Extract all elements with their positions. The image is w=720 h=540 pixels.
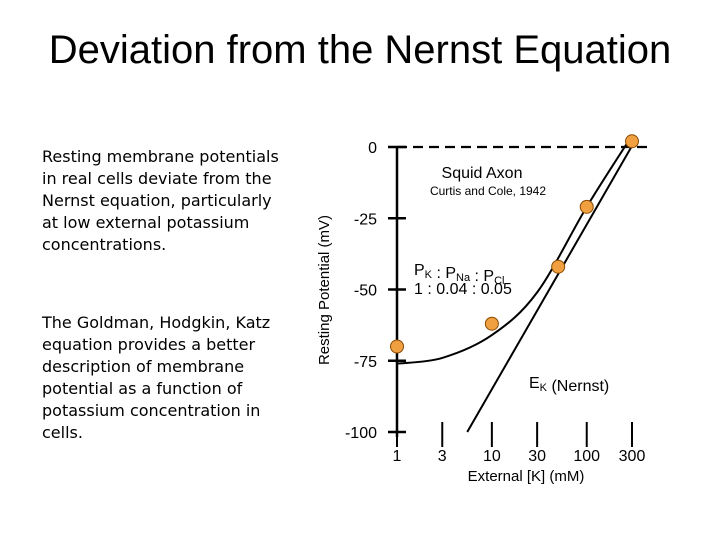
y-tick-label: -100 — [345, 425, 377, 442]
paragraph-deviation: Resting membrane potentials in real cell… — [42, 147, 279, 254]
data-point — [484, 316, 499, 331]
data-point — [551, 259, 566, 274]
nernst-line-label: EK (Nernst) — [529, 375, 609, 395]
data-point — [390, 339, 404, 354]
data-point — [579, 199, 594, 214]
data-points — [390, 134, 639, 354]
x-tick-label: 10 — [483, 448, 501, 465]
permeability-ratio-label: PK : PNa : PCl — [414, 262, 505, 287]
y-tick-label: -25 — [354, 211, 377, 228]
x-tick-label: 300 — [619, 448, 646, 465]
slide-title: Deviation from the Nernst Equation — [48, 28, 672, 72]
nernst-line — [466, 140, 636, 433]
chart-labels: 0 -25 -50 -75 -100 1 3 10 30 100 300 External [K] (… — [316, 140, 645, 485]
x-axis-label: External [K] (mM) — [468, 468, 585, 485]
x-tick-label: 30 — [528, 448, 546, 465]
y-tick-label: -50 — [354, 283, 377, 300]
ghk-curve — [396, 135, 633, 365]
permeability-ratio-values: 1 : 0.04 : 0.05 — [414, 281, 512, 298]
x-tick-label: 1 — [393, 448, 402, 465]
series-lines — [396, 135, 648, 433]
x-tick-label: 3 — [438, 448, 447, 465]
x-tick-label: 100 — [573, 448, 600, 465]
y-tick-label: 0 — [368, 140, 377, 157]
y-axis-label: Resting Potential (mV) — [316, 215, 333, 365]
chart-title: Squid Axon — [442, 165, 523, 182]
y-tick-label: -75 — [354, 354, 377, 371]
data-point — [625, 134, 639, 149]
paragraph-ghk: The Goldman, Hodgkin, Katz equation prov… — [42, 313, 271, 442]
chart-subtitle: Curtis and Cole, 1942 — [430, 184, 546, 198]
